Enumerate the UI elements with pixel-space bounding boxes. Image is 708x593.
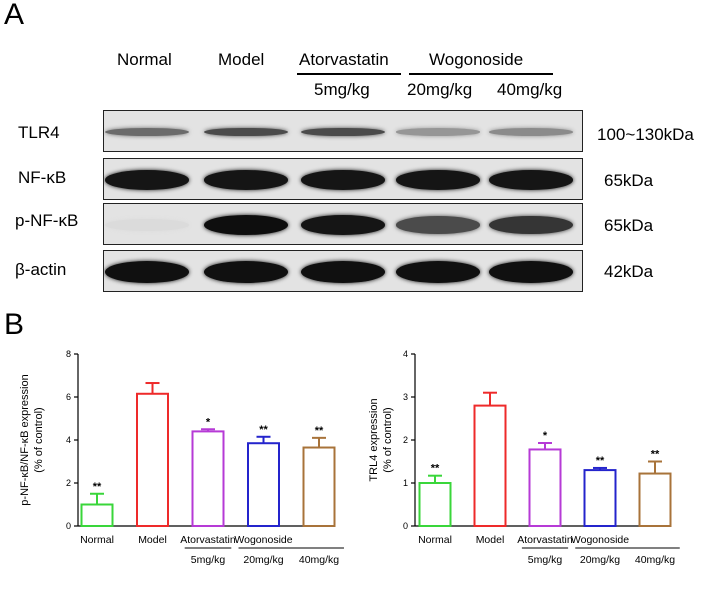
blot-band [489,215,573,235]
blot-band [301,127,385,137]
x-category-label: Model [476,534,505,546]
column-label-model: Model [218,50,265,69]
wogonoside-underline [409,73,553,75]
blot-band [301,261,385,283]
blot-tlr4 [103,110,583,152]
dose-label-5: 5mg/kg [314,80,370,99]
y-tick-label: 6 [66,392,71,402]
panel-a-letter: A [4,0,25,31]
blot-band [396,216,480,234]
blot-band [204,170,288,190]
blot-band [204,215,288,235]
bar [583,469,617,528]
significance-label: ** [651,449,660,461]
significance-label: ** [93,481,102,493]
column-label-atorvastatin: Atorvastatin [299,50,389,69]
y-tick-label: 2 [66,478,71,488]
blot-band [489,128,573,136]
y-tick-label: 3 [403,392,408,402]
y-axis-label: (% of control) [382,407,394,472]
size-label-pnfkb: 65kDa [604,216,654,235]
x-dose-label: 40mg/kg [635,554,675,566]
significance-label: * [206,416,211,428]
blot-band [396,170,480,190]
y-tick-label: 8 [66,349,71,359]
y-axis-label: TRL4 expression [368,398,380,481]
row-label-nfkb: NF-κB [18,168,67,187]
x-dose-label: 20mg/kg [580,554,620,566]
column-label-wogonoside: Wogonoside [429,50,524,69]
y-tick-label: 0 [66,521,71,531]
size-label-nfkb: 65kDa [604,171,654,190]
bar [302,446,336,527]
bar [136,392,169,528]
x-category-label: Normal [418,534,452,546]
y-axis-label: (% of control) [33,407,45,472]
bar [80,503,114,527]
row-label-pnfkb: p-NF-κB [15,211,79,230]
bar [418,482,452,527]
blot-pnfkb [103,203,583,245]
size-label-tlr4: 100~130kDa [597,125,694,144]
blot-actin [103,250,583,292]
x-dose-label: 5mg/kg [191,554,226,566]
x-dose-label: 20mg/kg [243,554,283,566]
blot-band [105,218,189,232]
blot-band [396,261,480,283]
significance-label: * [543,430,548,442]
panel-b-letter: B [4,308,25,341]
blot-band [489,261,573,283]
blot-nfkb [103,158,583,200]
significance-label: ** [431,463,440,475]
dose-label-20: 20mg/kg [407,80,473,99]
x-category-label: Atorvastatin [180,534,236,546]
bar [638,472,672,527]
x-category-label: Normal [80,534,114,546]
size-label-actin: 42kDa [604,262,654,281]
row-label-actin: β-actin [15,260,67,279]
bar [247,442,280,527]
significance-label: ** [259,424,268,436]
y-axis-label: p-NF-κB/NF-κB expression [19,374,31,505]
blot-band [204,127,288,137]
significance-label: ** [596,455,605,467]
tlr4-bar-chart: 0 1 2 3 4 TRL4 expression (% of control) ** Norm… [368,349,680,566]
x-dose-label: 40mg/kg [299,554,339,566]
bar [191,430,225,527]
bar [473,404,507,527]
significance-label: ** [315,425,324,437]
y-tick-label: 4 [66,435,71,445]
blot-band [105,170,189,190]
dose-label-40: 40mg/kg [497,80,563,99]
y-tick-label: 1 [403,478,408,488]
blot-band [301,170,385,190]
blot-band [105,127,189,137]
blot-band [396,128,480,136]
x-category-label: Model [138,534,167,546]
bar [528,448,562,527]
atorvastatin-underline [297,73,401,75]
blot-band [301,215,385,235]
y-tick-label: 4 [403,349,408,359]
x-category-label: Atorvastatin [517,534,573,546]
nfkb-ratio-bar-chart: 0 2 4 6 8 p-NF-κB/NF-κB expression (% of contr… [19,349,344,566]
blot-band [204,261,288,283]
y-tick-label: 2 [403,435,408,445]
column-label-normal: Normal [117,50,172,69]
x-category-label: Wogonoside [234,534,292,546]
x-category-label: Wogonoside [571,534,629,546]
x-dose-label: 5mg/kg [528,554,563,566]
row-label-tlr4: TLR4 [18,123,60,142]
blot-band [105,261,189,283]
y-tick-label: 0 [403,521,408,531]
blot-band [489,170,573,190]
